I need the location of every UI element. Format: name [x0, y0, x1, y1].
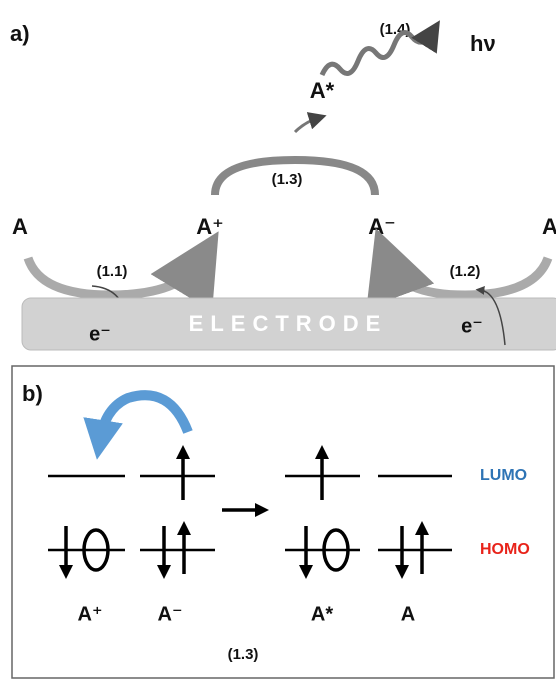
transfer-arrow	[83, 390, 193, 460]
step-label: (1.3)	[272, 171, 303, 188]
panel-frame	[11, 365, 555, 679]
species: A	[401, 603, 415, 625]
homo-label: HOMO	[480, 541, 530, 558]
panel-b: b) LUMO HOMO A⁺ A⁻ A* A (1.3)	[11, 365, 555, 679]
panel-label: a)	[10, 21, 30, 46]
panel-label: b)	[22, 381, 43, 406]
panel-a: a) (1.4) hν A* (1.3) A A⁺ A⁻ A (1.1) (1.…	[10, 20, 556, 351]
species: A*	[311, 603, 333, 625]
species: A⁻	[368, 214, 396, 239]
oxidation-arrow	[23, 231, 219, 312]
excite-arrow	[293, 112, 327, 134]
electrode-label: ELECTRODE	[189, 311, 388, 336]
electron-arrow	[475, 285, 506, 346]
species: A⁺	[78, 603, 103, 625]
species: A⁻	[158, 603, 183, 625]
species: A⁺	[196, 214, 224, 239]
lumo-label: LUMO	[480, 467, 527, 484]
step-label: (1.3)	[228, 646, 259, 663]
electron-spins	[59, 445, 429, 579]
annihilation-arc	[211, 155, 379, 196]
reduction-arrow	[366, 228, 553, 309]
energy-levels	[48, 474, 452, 552]
step-label: (1.4)	[380, 21, 411, 38]
species: A	[542, 214, 556, 239]
electrode	[21, 297, 556, 351]
step-label: (1.2)	[450, 263, 481, 280]
step-label: (1.1)	[97, 263, 128, 280]
excited-species: A*	[310, 78, 335, 103]
emission-wave	[319, 20, 440, 77]
photon: hν	[470, 31, 496, 56]
electron: e⁻	[461, 315, 483, 337]
species: A	[12, 214, 28, 239]
electron: e⁻	[89, 323, 111, 345]
